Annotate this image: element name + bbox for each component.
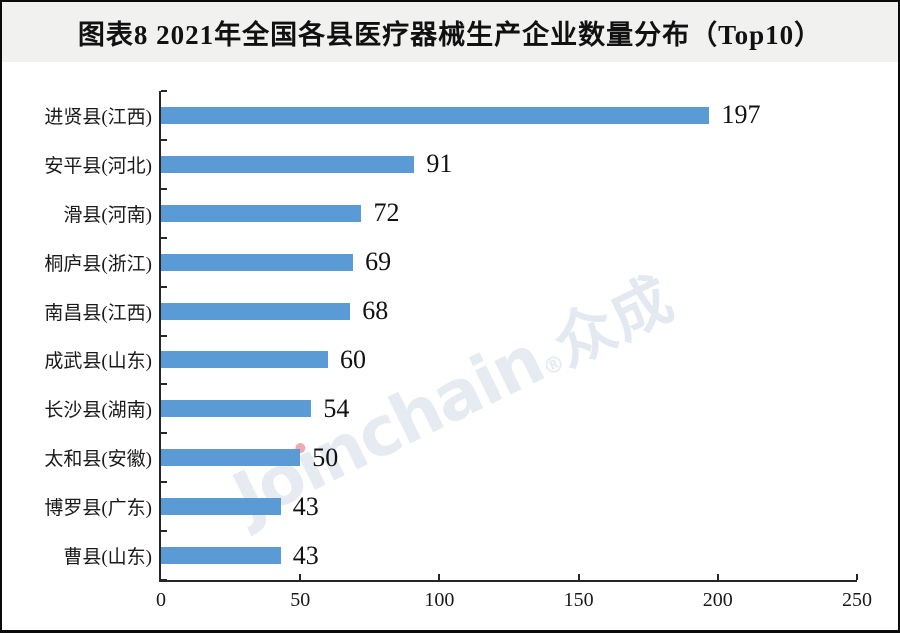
value-label: 69 bbox=[365, 247, 392, 277]
y-axis-tick bbox=[161, 383, 167, 386]
value-label: 60 bbox=[340, 344, 367, 374]
category-label: 安平县(河北) bbox=[44, 155, 152, 177]
y-axis-tick bbox=[161, 138, 167, 141]
y-axis-tick bbox=[161, 579, 167, 581]
y-axis-tick bbox=[161, 334, 167, 337]
y-axis-tick bbox=[161, 481, 167, 484]
plot-area: Joınchain®众成 0 50 100 150 200 250 进贤县(江西) 197 安平… bbox=[2, 62, 898, 630]
category-label: 滑县(河南) bbox=[63, 204, 152, 226]
x-tick-label: 50 bbox=[290, 589, 311, 611]
y-axis-tick bbox=[161, 187, 167, 190]
bar bbox=[161, 351, 329, 369]
category-label: 博罗县(广东) bbox=[44, 498, 152, 520]
bar bbox=[161, 498, 281, 516]
x-axis-tick bbox=[716, 574, 719, 580]
y-axis-tick bbox=[161, 236, 167, 239]
x-tick-label: 250 bbox=[842, 589, 872, 611]
x-axis-tick bbox=[438, 574, 441, 580]
value-label: 43 bbox=[292, 540, 319, 570]
category-label: 桐庐县(浙江) bbox=[44, 253, 152, 275]
value-label: 68 bbox=[362, 296, 389, 326]
x-tick-label: 0 bbox=[156, 589, 166, 611]
x-tick-label: 100 bbox=[424, 589, 455, 611]
x-axis-tick bbox=[299, 574, 302, 580]
value-label: 43 bbox=[292, 491, 319, 521]
bar bbox=[161, 547, 281, 565]
x-axis-line bbox=[159, 580, 857, 582]
x-axis-tick bbox=[856, 574, 858, 580]
value-label: 91 bbox=[426, 149, 453, 179]
bar bbox=[161, 204, 362, 222]
bar bbox=[161, 302, 351, 320]
bar bbox=[161, 155, 415, 173]
y-axis-tick bbox=[161, 90, 167, 92]
bars-layer: 0 50 100 150 200 250 进贤县(江西) 197 安平县(河北) 91 滑县(河南)… bbox=[2, 62, 898, 630]
y-axis-tick bbox=[161, 530, 167, 533]
x-axis-tick bbox=[577, 574, 580, 580]
value-label: 197 bbox=[721, 100, 761, 130]
y-axis-tick bbox=[161, 285, 167, 288]
bar bbox=[161, 400, 312, 418]
y-axis-line bbox=[159, 91, 161, 582]
x-tick-label: 150 bbox=[563, 589, 594, 611]
bar bbox=[161, 253, 354, 271]
value-label: 54 bbox=[323, 393, 350, 423]
chart-title: 图表8 2021年全国各县医疗器械生产企业数量分布（Top10） bbox=[77, 19, 823, 50]
category-label: 南昌县(江西) bbox=[44, 302, 152, 324]
value-label: 50 bbox=[312, 442, 339, 472]
bar bbox=[161, 449, 301, 467]
value-label: 72 bbox=[373, 198, 400, 228]
category-label: 进贤县(江西) bbox=[44, 106, 152, 128]
y-axis-tick bbox=[161, 432, 167, 435]
category-label: 长沙县(湖南) bbox=[44, 400, 152, 422]
category-label: 曹县(山东) bbox=[63, 547, 152, 569]
x-tick-label: 200 bbox=[702, 589, 733, 611]
category-label: 太和县(安徽) bbox=[44, 449, 152, 471]
bar bbox=[161, 106, 710, 124]
title-band: 图表8 2021年全国各县医疗器械生产企业数量分布（Top10） bbox=[2, 2, 898, 62]
category-label: 成武县(山东) bbox=[44, 351, 152, 373]
